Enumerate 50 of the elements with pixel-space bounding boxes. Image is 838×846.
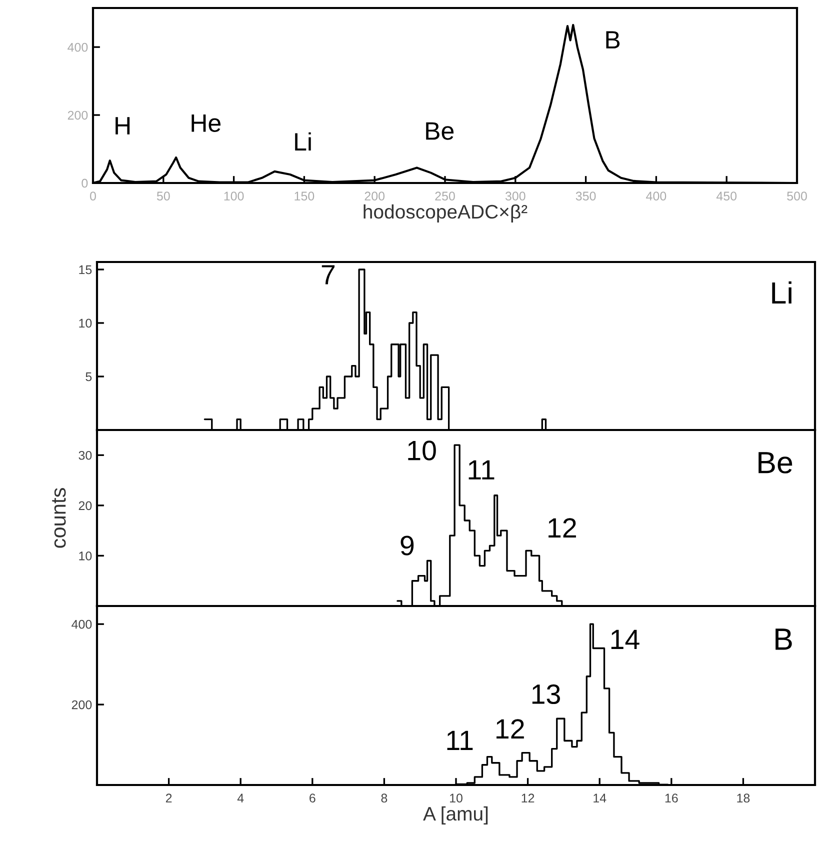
- y-tick-label: 10: [79, 552, 92, 560]
- x-tick-label: 400: [646, 192, 666, 201]
- text: Be: [758, 452, 792, 474]
- annotation: H: [116, 117, 130, 134]
- y-tick-label: 5: [86, 372, 92, 382]
- annotation: 13: [532, 684, 560, 704]
- annotation: 11: [447, 730, 473, 750]
- y-tick-label: 30: [78, 450, 92, 460]
- x-axis-title: A [amu]: [423, 806, 488, 824]
- annotation: 7: [322, 265, 335, 284]
- x-tick-label: 200: [364, 192, 385, 201]
- annotation: Be: [426, 122, 454, 140]
- annotation: 12: [496, 719, 524, 738]
- y-tick-label: 20: [78, 501, 92, 510]
- y-tick-label: 200: [68, 110, 88, 120]
- x-tick-label: 2: [166, 794, 172, 802]
- x-tick-label: 14: [594, 794, 606, 802]
- x-tick-label: 18: [737, 794, 750, 803]
- x-tick-label: 12: [522, 794, 534, 802]
- x-tick-label: 100: [224, 192, 244, 201]
- x-tick-label: 10: [450, 794, 462, 803]
- x-tick-label: 8: [381, 794, 388, 803]
- x-tick-label: 6: [310, 794, 316, 803]
- x-axis-title: hodoscopeADC×β²: [364, 204, 528, 222]
- x-tick-label: 50: [156, 192, 170, 201]
- y-tick-label: 0: [82, 178, 88, 188]
- annotation: Li: [295, 132, 311, 150]
- x-tick-label: 300: [505, 192, 526, 201]
- y-tick-label: 400: [68, 42, 88, 52]
- x-tick-label: 350: [576, 192, 596, 201]
- x-tick-label: 500: [787, 192, 807, 201]
- annotation: 9: [400, 536, 414, 556]
- annotation: He: [192, 114, 221, 132]
- y-tick-label: 10: [79, 318, 92, 328]
- y-tick-label: 15: [79, 265, 92, 274]
- x-tick-label: 150: [294, 192, 314, 201]
- y-tick-label: 400: [72, 620, 92, 629]
- x-tick-label: 450: [716, 192, 737, 201]
- x-tick-label: 16: [665, 794, 678, 803]
- annotation: 14: [611, 630, 640, 649]
- chart-title: Li: [772, 281, 792, 304]
- annotation: 12: [548, 518, 576, 538]
- annotation: 11: [468, 460, 494, 480]
- annotation: 10: [408, 440, 436, 460]
- y-tick-label: 200: [72, 700, 92, 710]
- annotation: B: [606, 31, 620, 48]
- x-tick-label: 4: [237, 794, 244, 802]
- x-tick-label: 250: [435, 192, 455, 201]
- y-axis-title: counts: [52, 488, 66, 548]
- text: B: [776, 628, 792, 650]
